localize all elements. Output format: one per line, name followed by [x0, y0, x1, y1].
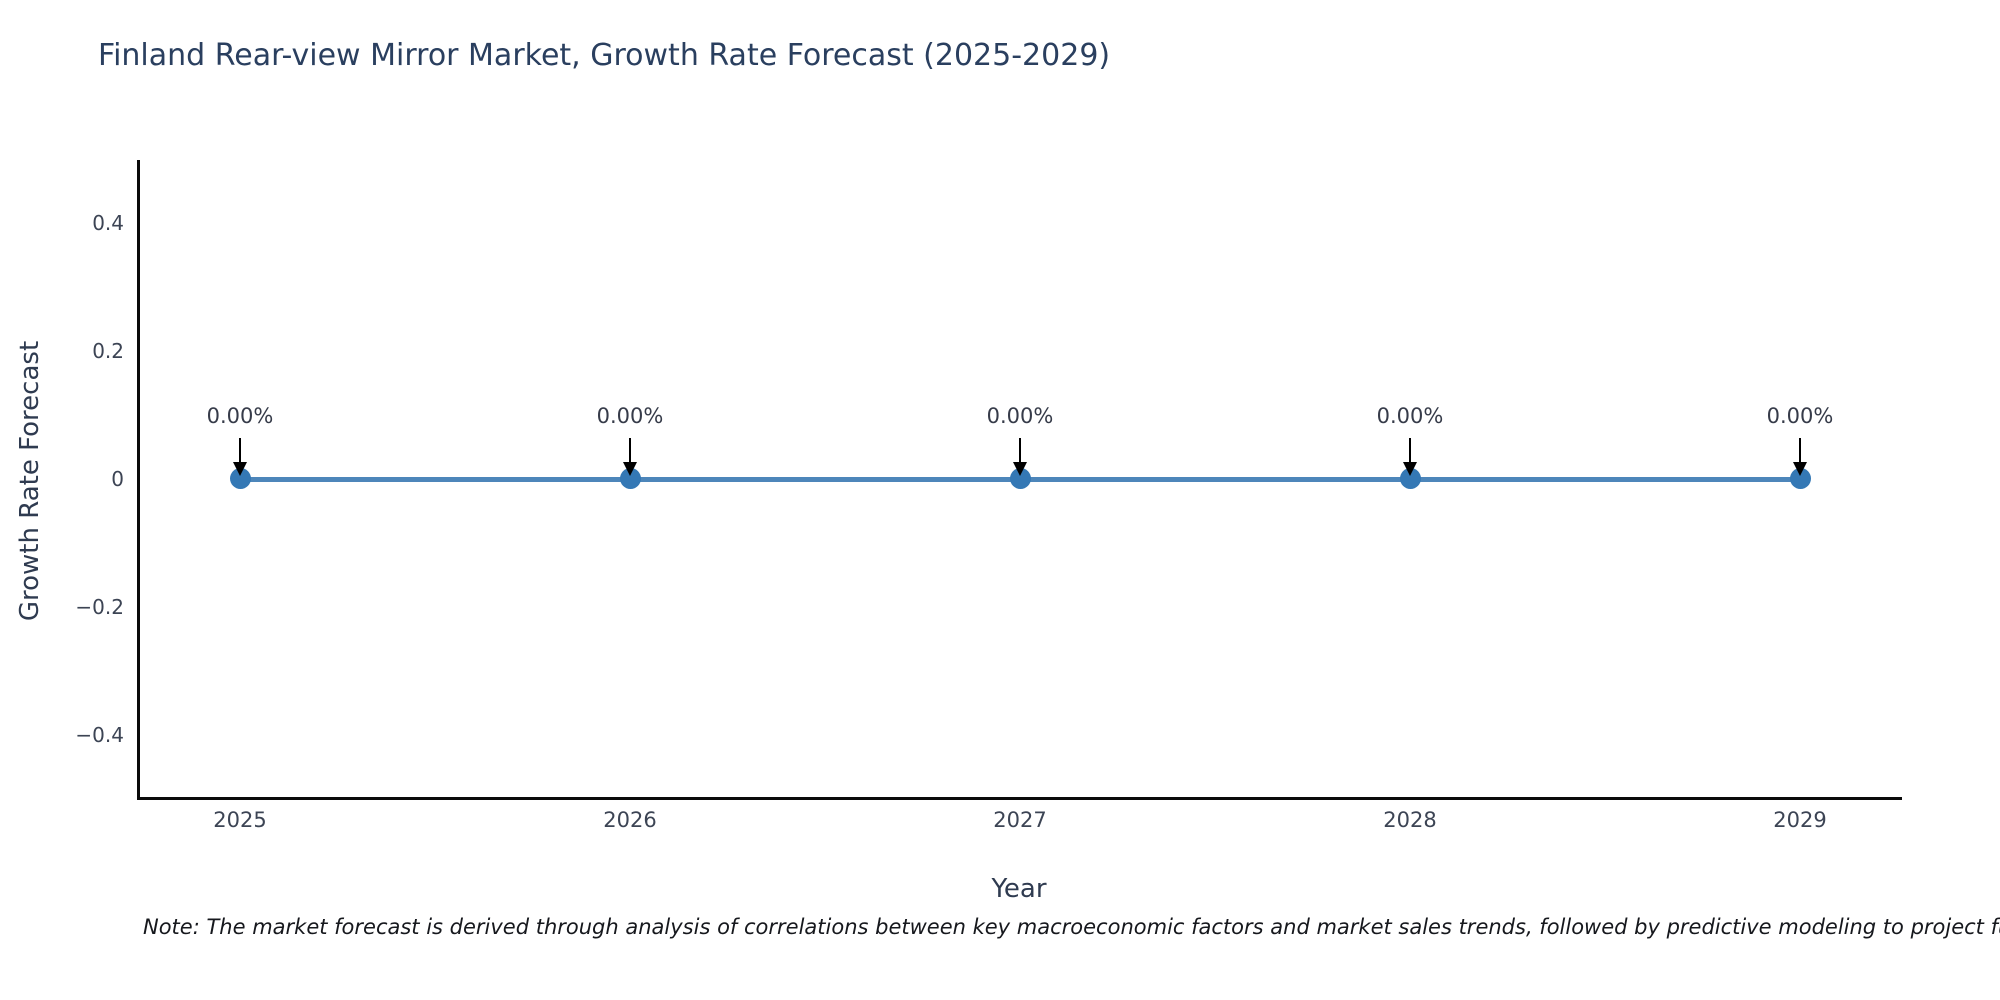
annotation-arrow-shaft: [239, 438, 241, 464]
y-tick-label: −0.4: [75, 723, 124, 747]
annotation-arrow-shaft: [1799, 438, 1801, 464]
annotation-arrow-shaft: [1409, 438, 1411, 464]
x-axis-line: [137, 797, 1902, 800]
y-tick-label: −0.2: [75, 595, 124, 619]
footnote: Note: The market forecast is derived thr…: [143, 915, 2000, 939]
x-tick-label: 2029: [1773, 808, 1827, 832]
x-tick-label: 2027: [993, 808, 1047, 832]
x-axis-title: Year: [991, 874, 1047, 904]
x-tick-label: 2026: [603, 808, 657, 832]
annotation-label: 0.00%: [986, 404, 1054, 428]
y-tick-label: 0.4: [92, 211, 124, 235]
chart-title: Finland Rear-view Mirror Market, Growth …: [98, 38, 1111, 73]
y-tick-label: 0: [111, 467, 124, 491]
y-tick-label: 0.2: [92, 339, 124, 363]
annotation-arrowhead-icon: [1403, 462, 1417, 476]
annotation-arrowhead-icon: [1013, 462, 1027, 476]
annotation-arrowhead-icon: [1793, 462, 1807, 476]
y-axis-line: [137, 160, 140, 800]
x-tick-label: 2025: [213, 808, 267, 832]
annotation-arrowhead-icon: [233, 462, 247, 476]
annotation-label: 0.00%: [206, 404, 274, 428]
annotation-label: 0.00%: [596, 404, 664, 428]
annotation-arrow-shaft: [1019, 438, 1021, 464]
annotation-arrow-shaft: [629, 438, 631, 464]
annotation-label: 0.00%: [1766, 404, 1834, 428]
annotation-arrowhead-icon: [623, 462, 637, 476]
x-tick-label: 2028: [1383, 808, 1437, 832]
annotation-label: 0.00%: [1376, 404, 1444, 428]
